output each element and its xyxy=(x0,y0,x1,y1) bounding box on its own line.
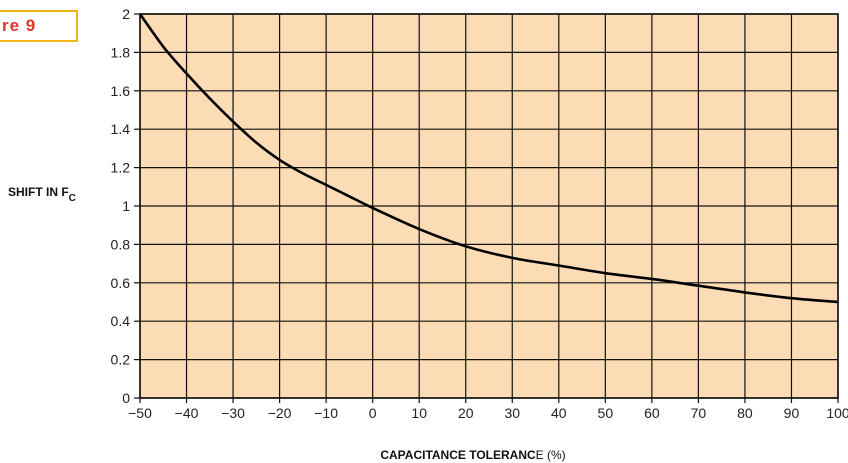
x-tick-label: 10 xyxy=(411,405,427,421)
x-tick-label: −10 xyxy=(314,405,338,421)
x-tick-label: 50 xyxy=(598,405,614,421)
y-tick-label: 0.6 xyxy=(111,275,131,291)
y-tick-label: 1.8 xyxy=(111,44,131,60)
y-axis-title-main: SHIFT IN F xyxy=(8,185,69,199)
y-tick-label: 0.8 xyxy=(111,236,131,252)
y-tick-labels: 0 0.2 0.4 0.6 0.8 1 1.2 1.4 1.6 1.8 2 xyxy=(111,6,131,406)
y-tick-label: 2 xyxy=(122,6,130,22)
x-tick-label: 30 xyxy=(504,405,520,421)
x-tick-label: −40 xyxy=(175,405,199,421)
x-axis-title: CAPACITANCE TOLERANCE (%) xyxy=(380,448,565,462)
x-axis-title-bold: CAPACITANCE TOLERANC xyxy=(380,448,536,462)
x-tick-label: −50 xyxy=(128,405,152,421)
plot-frame xyxy=(139,13,839,399)
y-tick-label: 0.4 xyxy=(111,313,131,329)
x-tick-label: 90 xyxy=(784,405,800,421)
x-tick-label: 20 xyxy=(458,405,474,421)
x-tick-label: 70 xyxy=(691,405,707,421)
x-tick-labels: −50 −40 −30 −20 −10 0 10 20 30 40 50 60 70 80 90 100 xyxy=(128,405,848,421)
axis-ticks xyxy=(134,13,839,403)
y-axis-title-subscript: C xyxy=(69,193,76,204)
x-tick-label: 60 xyxy=(644,405,660,421)
x-tick-label: −20 xyxy=(268,405,292,421)
y-tick-label: 1.4 xyxy=(111,121,131,137)
y-tick-label: 0.2 xyxy=(111,352,131,368)
y-tick-label: 1.6 xyxy=(111,83,131,99)
y-tick-label: 1 xyxy=(122,198,130,214)
figure-badge: re 9 xyxy=(0,10,78,42)
x-tick-label: 0 xyxy=(369,405,377,421)
x-axis-title-rest: E (%) xyxy=(536,448,566,462)
y-tick-label: 0 xyxy=(122,390,130,406)
y-tick-label: 1.2 xyxy=(111,160,131,176)
x-tick-label: 80 xyxy=(737,405,753,421)
x-tick-label: 40 xyxy=(551,405,567,421)
x-tick-label: 100 xyxy=(826,405,848,421)
y-axis-title: SHIFT IN FC xyxy=(8,185,76,204)
data-line-series xyxy=(138,13,839,304)
x-tick-label: −30 xyxy=(221,405,245,421)
